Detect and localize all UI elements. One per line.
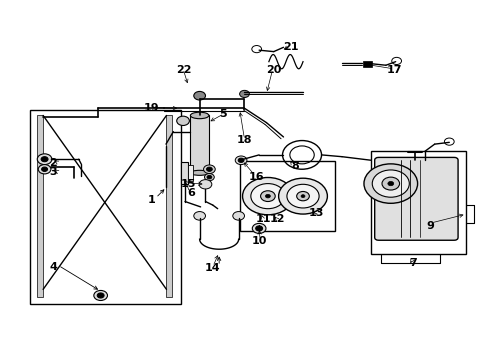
Text: 9: 9: [426, 221, 434, 231]
Circle shape: [38, 165, 51, 174]
Text: 12: 12: [269, 214, 285, 224]
Bar: [166, 116, 172, 297]
Circle shape: [301, 195, 305, 198]
Text: 18: 18: [236, 135, 252, 145]
Circle shape: [97, 293, 104, 298]
Circle shape: [252, 224, 265, 233]
Circle shape: [235, 156, 246, 165]
Circle shape: [203, 165, 215, 174]
Ellipse shape: [190, 112, 208, 119]
Circle shape: [250, 184, 285, 209]
Circle shape: [278, 178, 327, 214]
Circle shape: [41, 157, 48, 162]
Bar: [181, 162, 188, 184]
Bar: [239, 161, 334, 231]
Circle shape: [204, 174, 214, 181]
Text: 17: 17: [386, 64, 402, 75]
Bar: [370, 151, 466, 253]
Text: 4: 4: [49, 262, 57, 272]
Circle shape: [193, 91, 205, 100]
Circle shape: [387, 181, 393, 186]
Circle shape: [255, 226, 262, 231]
Text: 6: 6: [186, 188, 194, 198]
Circle shape: [296, 192, 309, 201]
Ellipse shape: [190, 170, 208, 175]
Text: 2: 2: [49, 158, 57, 168]
Circle shape: [176, 116, 189, 126]
Circle shape: [37, 154, 52, 165]
FancyBboxPatch shape: [374, 157, 457, 240]
Text: 13: 13: [308, 208, 324, 218]
Circle shape: [193, 212, 205, 220]
Text: 10: 10: [251, 236, 266, 246]
Circle shape: [265, 194, 270, 198]
Text: 21: 21: [283, 42, 298, 51]
Circle shape: [286, 184, 319, 208]
Circle shape: [206, 167, 212, 171]
Bar: [190, 116, 208, 173]
Circle shape: [381, 177, 399, 190]
Bar: [37, 116, 43, 297]
Text: 3: 3: [49, 167, 57, 177]
Circle shape: [371, 170, 408, 197]
Circle shape: [232, 212, 244, 220]
Text: 22: 22: [176, 64, 191, 75]
Circle shape: [242, 177, 293, 215]
Circle shape: [206, 175, 211, 179]
Circle shape: [41, 167, 47, 171]
Circle shape: [238, 158, 244, 162]
Text: 14: 14: [204, 263, 220, 273]
Text: 19: 19: [144, 103, 160, 113]
Text: 7: 7: [408, 258, 416, 268]
Text: 1: 1: [148, 195, 155, 205]
Text: 20: 20: [265, 64, 281, 75]
Circle shape: [239, 90, 249, 98]
Circle shape: [199, 180, 211, 189]
Circle shape: [94, 291, 107, 301]
Bar: [362, 60, 371, 67]
Text: 11: 11: [255, 214, 270, 224]
Circle shape: [260, 191, 275, 202]
Bar: [188, 165, 193, 181]
Text: 5: 5: [218, 109, 226, 119]
Bar: [30, 110, 181, 304]
Text: 15: 15: [181, 179, 196, 189]
Text: 16: 16: [248, 172, 264, 182]
Text: 8: 8: [291, 161, 299, 171]
Circle shape: [363, 164, 417, 203]
